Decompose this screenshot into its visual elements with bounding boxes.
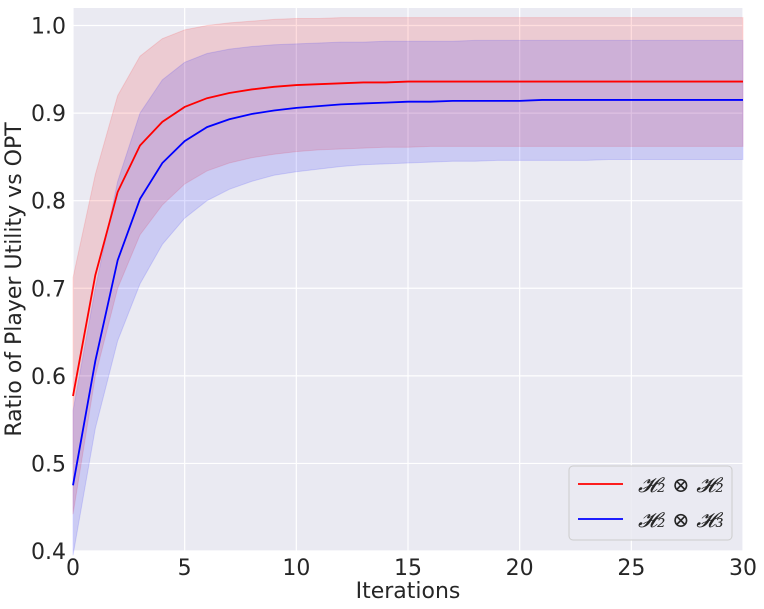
- series-0-band: [72, 17, 744, 515]
- y-tick-label: 1.0: [31, 15, 66, 40]
- x-tick-label: 10: [282, 556, 310, 581]
- y-tick-labels: 0.4 0.5 0.6 0.7 0.8 0.9 1.0: [31, 15, 66, 565]
- x-tick-label: 15: [394, 556, 422, 581]
- y-tick-label: 0.6: [31, 365, 66, 390]
- y-tick-label: 0.5: [31, 452, 66, 477]
- x-tick-label: 5: [178, 556, 192, 581]
- y-tick-label: 0.7: [31, 277, 66, 302]
- x-tick-label: 25: [617, 556, 645, 581]
- y-tick-label: 0.4: [31, 540, 66, 565]
- x-tick-label: 20: [506, 556, 534, 581]
- x-tick-label: 0: [66, 556, 80, 581]
- y-tick-label: 0.8: [31, 190, 66, 215]
- y-tick-label: 0.9: [31, 102, 66, 127]
- confidence-bands: [72, 17, 744, 556]
- x-tick-label: 30: [729, 556, 757, 581]
- y-axis-label: Ratio of Player Utility vs OPT: [2, 122, 27, 437]
- legend-label: 𝓗₂ ⊗ 𝓗₂: [638, 473, 724, 497]
- x-axis-label: Iterations: [356, 579, 461, 604]
- series-lines: [72, 80, 743, 486]
- series-1-band: [72, 39, 744, 556]
- legend: 𝓗₂ ⊗ 𝓗₂ 𝓗₂ ⊗ 𝓗₃: [568, 465, 733, 541]
- legend-label: 𝓗₂ ⊗ 𝓗₃: [638, 508, 724, 532]
- grid-lines: [72, 8, 744, 552]
- x-tick-labels: 0 5 10 15 20 25 30: [66, 556, 757, 581]
- series-1-line: [72, 99, 743, 486]
- series-0-line: [72, 80, 743, 397]
